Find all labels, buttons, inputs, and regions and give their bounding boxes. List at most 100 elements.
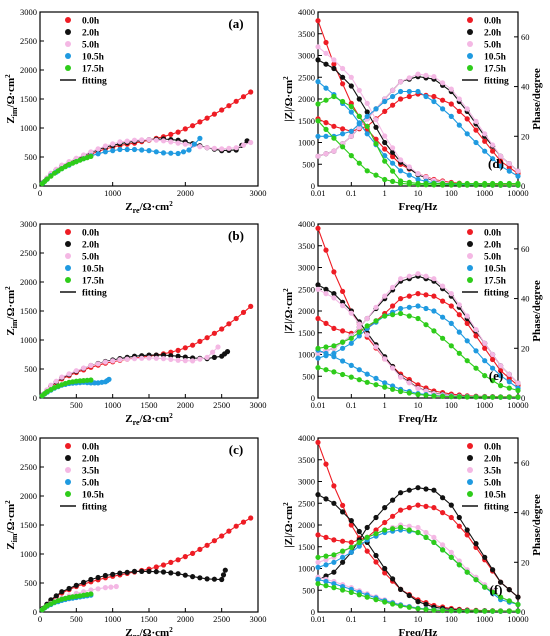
y-tick-label: 500: [302, 159, 315, 169]
data-point: [340, 559, 346, 565]
data-point: [219, 533, 225, 539]
data-point: [398, 388, 404, 395]
legend-label: 2.0h: [484, 29, 502, 39]
legend-marker: [467, 53, 473, 59]
y-tick-label: 2000: [20, 65, 37, 75]
data-point: [331, 350, 337, 356]
data-point: [88, 576, 94, 583]
legend-label: 0.0h: [484, 17, 502, 27]
data-point: [348, 539, 354, 546]
y-tick-label: 3000: [20, 433, 37, 443]
panel-label: (f): [490, 582, 503, 597]
y-tick-label: 1500: [298, 116, 315, 126]
data-point: [240, 309, 247, 315]
data-point: [348, 335, 354, 341]
data-point: [110, 358, 116, 364]
data-point: [398, 296, 404, 302]
data-point: [364, 168, 370, 174]
data-point: [323, 461, 329, 467]
data-point: [398, 305, 404, 312]
y-axis-title: Zim/Ω·cm2: [4, 500, 19, 550]
legend-label: 10.5h: [82, 491, 105, 501]
data-point: [448, 113, 454, 119]
data-point: [456, 523, 462, 529]
y-tick-label: 3000: [20, 7, 37, 17]
data-point: [66, 371, 72, 377]
series-green: [39, 377, 94, 399]
series-green-phase: [315, 310, 521, 394]
data-point: [448, 549, 454, 555]
data-point: [440, 80, 446, 86]
data-point: [415, 529, 421, 536]
x-tick-label: 0: [38, 614, 42, 624]
data-point: [323, 291, 329, 297]
data-point: [456, 562, 462, 568]
x-tick-label: 3000: [250, 614, 267, 624]
data-point: [340, 509, 346, 515]
y-tick-label: 2500: [20, 462, 37, 472]
data-point: [348, 362, 354, 368]
data-point: [390, 526, 396, 532]
data-point: [315, 79, 321, 85]
data-point: [175, 353, 181, 359]
data-point: [113, 583, 119, 590]
data-point: [168, 150, 174, 156]
data-point: [490, 378, 496, 384]
data-point: [415, 291, 421, 297]
data-point: [102, 149, 108, 155]
data-point: [440, 283, 446, 289]
data-point: [473, 348, 479, 354]
data-point: [490, 394, 496, 400]
data-point: [348, 153, 354, 159]
data-point: [406, 273, 412, 279]
data-point: [373, 531, 379, 537]
data-point: [406, 164, 412, 170]
data-point: [406, 88, 412, 95]
legend: 0.0h 2.0h 5.0h 10.5h 17.5h fitting: [462, 229, 509, 299]
data-point: [473, 180, 479, 187]
x-tick-label: 10000: [507, 400, 528, 410]
legend-marker: [467, 29, 473, 35]
data-point: [390, 303, 396, 309]
data-point: [175, 129, 181, 135]
data-point: [248, 89, 254, 95]
data-point: [390, 284, 396, 290]
legend-marker: [65, 17, 71, 23]
data-point: [356, 543, 362, 549]
data-point: [373, 117, 379, 123]
data-point: [498, 158, 504, 164]
data-point: [197, 144, 203, 150]
data-point: [456, 350, 462, 356]
data-point: [382, 519, 388, 526]
data-point: [515, 594, 521, 600]
data-point: [390, 154, 396, 160]
data-point: [168, 139, 174, 145]
data-point: [498, 373, 504, 379]
legend-marker: [65, 229, 71, 235]
legend-label: 10.5h: [484, 265, 507, 275]
data-point: [373, 141, 379, 147]
series-green: [39, 153, 94, 187]
data-point: [315, 564, 321, 570]
data-point: [373, 106, 379, 112]
data-point: [219, 107, 225, 113]
data-point: [356, 333, 362, 339]
y2-tick-label: 0: [521, 607, 525, 617]
data-point: [440, 97, 446, 103]
y-tick-label: 3000: [20, 219, 37, 229]
data-point: [423, 534, 429, 541]
data-point: [390, 386, 396, 392]
data-point: [482, 554, 488, 560]
data-point: [456, 329, 462, 335]
data-point: [146, 148, 152, 154]
data-point: [53, 593, 59, 599]
data-point: [498, 579, 504, 585]
data-point: [473, 577, 479, 583]
x-tick-label: 2000: [177, 400, 194, 410]
data-point: [323, 126, 329, 132]
data-point: [440, 106, 446, 112]
data-point: [382, 293, 388, 299]
data-point: [240, 94, 247, 100]
data-point: [102, 585, 108, 591]
y-tick-label: 500: [24, 152, 37, 162]
